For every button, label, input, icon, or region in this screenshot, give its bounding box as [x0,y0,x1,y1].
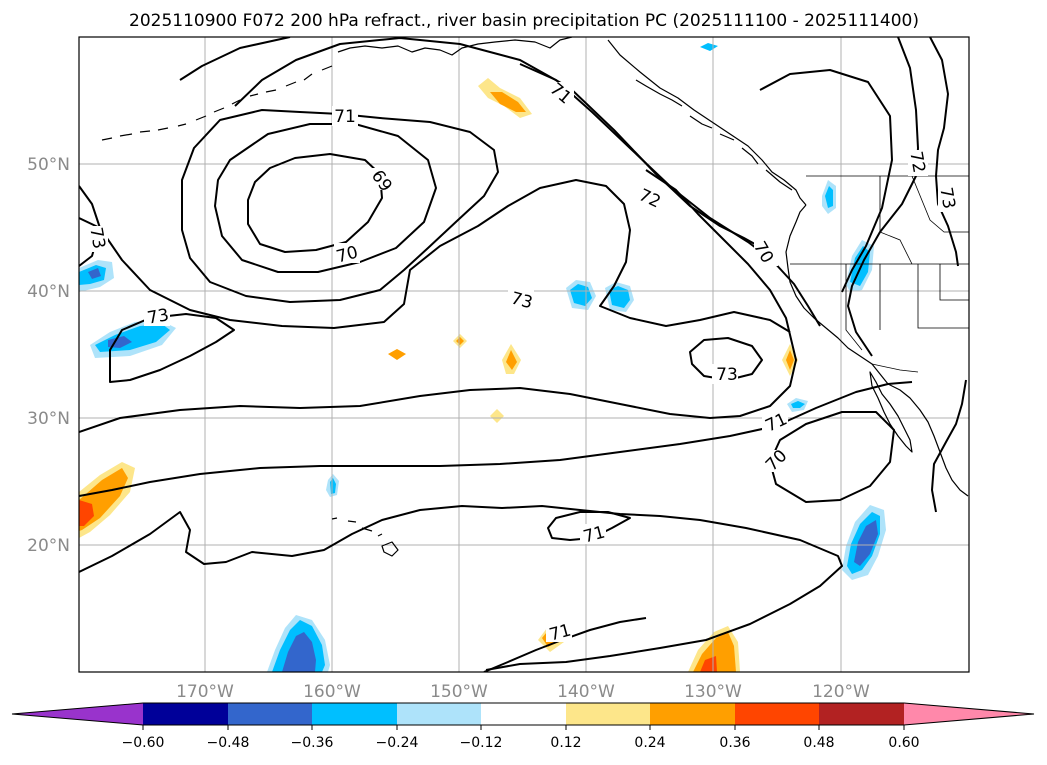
contour-label-72-ne: 72 [905,150,928,175]
colorbar-tick-label: 0.60 [888,735,919,751]
contour-71-coastal [179,37,291,81]
borders [790,175,969,373]
colorbar-bin-8 [735,703,819,725]
map-area: 69 70 71 71 71 71 71 72 72 73 73 73 73 [79,37,969,672]
contour-lines [79,37,967,672]
colorbar-tick-label: −0.12 [460,735,503,751]
shade-negative-31n-123w-core [791,401,805,408]
contour-71-low [181,109,499,303]
contour-72-se [931,379,967,513]
shade-positive-35n-146w-core [506,350,517,370]
border-states-1 [790,175,969,351]
figure-title: 2025110900 F072 200 hPa refract., river … [129,11,919,31]
shade-positive-30n-146w [490,409,504,423]
shade-positive-36n-150w-core [456,337,464,345]
coast-alaska-bc [337,37,573,56]
lon-labels: 170°W 160°W 150°W 140°W 130°W 120°W [176,682,870,702]
colorbar-bin-5 [481,703,566,725]
shade-negative-41n-117w-core [850,246,870,286]
contour-72-main [79,179,791,333]
lat-labels: 20°N 30°N 40°N 50°N [27,155,70,556]
contour-label-73-33n: 73 [716,365,738,385]
lon-label-120w: 120°W [812,682,870,702]
shade-positive-34n-123w-core [786,350,794,370]
coast-bc-islands [635,79,793,191]
colorbar-extend-high [904,703,1034,725]
contour-label-73-ne: 73 [935,186,958,211]
map-frame [78,36,970,673]
lat-label-20n: 20°N [27,536,70,556]
contour-71-south [79,381,913,497]
coast-hawaii [331,517,399,557]
lat-label-40n: 40°N [27,282,70,302]
shade-positive-56n-147w-core [490,92,526,112]
lon-label-140w: 140°W [557,682,615,702]
contour-71-small [547,511,631,541]
contour-label-71-low: 71 [334,107,356,127]
contour-label-73-west: 73 [146,305,171,328]
contour-73-ne [929,37,959,267]
contour-label-73-far-west: 73 [85,226,108,251]
colorbar-tick-label: 0.24 [634,735,665,751]
shade-negative-12n-162w-deep [282,632,316,672]
colorbar-bin-9 [819,703,904,725]
coast-baja [869,371,913,453]
shade-negative-20n-117w-deep [854,520,878,566]
contour-72-arc [234,37,763,249]
lon-label-150w: 150°W [430,682,488,702]
colorbar-bin-7 [650,703,735,725]
coast-us-west [785,204,969,497]
lon-label-130w: 130°W [684,682,742,702]
lat-label-30n: 30°N [27,409,70,429]
coast-bc-inner [607,39,807,206]
colorbar-tick-label: −0.24 [376,735,419,751]
contour-73-33n [689,337,763,381]
contour-69 [247,153,383,253]
border-us-mexico [871,363,919,373]
colorbar-tick-label: −0.60 [122,735,165,751]
contour-73-mid [79,169,797,433]
lat-label-50n: 50°N [27,155,70,175]
colorbar-bin-2 [228,703,312,725]
lon-label-160w: 160°W [303,682,361,702]
contour-73-west [109,313,235,383]
shade-negative-47n-120w-core [825,186,833,208]
colorbar: −0.60 −0.48 −0.36 −0.24 −0.12 0.12 0.24 … [11,702,1035,751]
lon-label-170w: 170°W [176,682,234,702]
colorbar-tick-label: −0.36 [291,735,334,751]
contour-71-ne [759,69,893,293]
colorbar-ticks [142,725,905,730]
colorbar-tick-label: −0.48 [207,735,250,751]
contour-72-ne [847,37,919,357]
contour-labels: 69 70 71 71 71 71 71 72 72 73 73 73 73 [85,79,958,645]
colorbar-extend-low [12,703,143,725]
colorbar-tick-label: 0.12 [550,735,581,751]
colorbar-bin-6 [566,703,650,725]
coast-aleutians [101,65,333,141]
colorbar-bin-1 [143,703,228,725]
contour-71-coastal-b [519,63,821,327]
colorbar-bin-3 [312,703,397,725]
colorbar-bin-4 [397,703,481,725]
shade-positive-10n-130w-core [693,632,736,672]
shade-positive-hawaii-west-core [79,500,94,526]
contour-70-south [79,505,843,671]
coastlines [101,37,969,557]
colorbar-tick-label: 0.48 [803,735,834,751]
colorbar-tick-label: 0.36 [719,735,750,751]
shade-negative-west-40n-deep [88,268,101,279]
shade-positive-35n-155w [388,349,406,360]
contour-70-loop [769,411,895,503]
